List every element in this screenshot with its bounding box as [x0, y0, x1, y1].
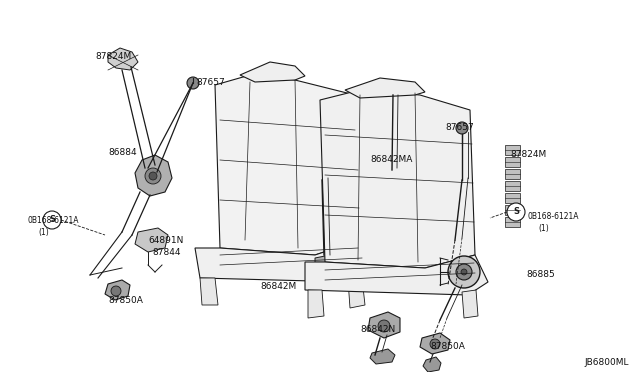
Circle shape: [43, 211, 61, 229]
Polygon shape: [315, 255, 338, 276]
Text: 87657: 87657: [445, 123, 474, 132]
Text: S: S: [49, 215, 55, 224]
Circle shape: [456, 122, 468, 134]
Polygon shape: [345, 78, 425, 98]
Circle shape: [456, 264, 472, 280]
Polygon shape: [215, 75, 360, 255]
Polygon shape: [308, 290, 324, 318]
Polygon shape: [505, 169, 520, 179]
Polygon shape: [108, 48, 138, 70]
Circle shape: [507, 203, 525, 221]
Polygon shape: [348, 278, 365, 308]
Text: 86885: 86885: [526, 270, 555, 279]
Text: 86842M: 86842M: [260, 282, 296, 291]
Text: 0B168-6121A: 0B168-6121A: [28, 216, 79, 225]
Polygon shape: [370, 349, 395, 364]
Text: JB6800ML: JB6800ML: [584, 358, 628, 367]
Polygon shape: [505, 145, 520, 155]
Polygon shape: [505, 217, 520, 227]
Polygon shape: [505, 157, 520, 167]
Polygon shape: [423, 357, 441, 372]
Circle shape: [187, 77, 199, 89]
Text: 87844: 87844: [152, 248, 180, 257]
Polygon shape: [368, 312, 400, 338]
Text: 87850A: 87850A: [108, 296, 143, 305]
Text: 87824M: 87824M: [510, 150, 547, 159]
Polygon shape: [240, 62, 305, 82]
Text: (1): (1): [38, 228, 49, 237]
Text: 0B168-6121A: 0B168-6121A: [528, 212, 579, 221]
Text: 87850A: 87850A: [430, 342, 465, 351]
Text: (1): (1): [538, 224, 548, 233]
Circle shape: [448, 256, 480, 288]
Text: 86842N: 86842N: [360, 325, 396, 334]
Polygon shape: [505, 205, 520, 215]
Circle shape: [430, 339, 440, 349]
Polygon shape: [320, 90, 475, 268]
Polygon shape: [105, 280, 130, 300]
Polygon shape: [505, 181, 520, 191]
Circle shape: [111, 286, 121, 296]
Text: 64891N: 64891N: [148, 236, 184, 245]
Polygon shape: [135, 155, 172, 196]
Polygon shape: [195, 240, 370, 282]
Circle shape: [149, 172, 157, 180]
Polygon shape: [462, 290, 478, 318]
Circle shape: [378, 320, 390, 332]
Polygon shape: [420, 333, 450, 354]
Text: 87657: 87657: [196, 78, 225, 87]
Polygon shape: [200, 278, 218, 305]
Text: 87824M: 87824M: [95, 52, 131, 61]
Text: 86842MA: 86842MA: [370, 155, 412, 164]
Polygon shape: [505, 193, 520, 203]
Circle shape: [461, 269, 467, 275]
Text: S: S: [513, 208, 519, 217]
Polygon shape: [305, 255, 488, 295]
Polygon shape: [135, 228, 168, 252]
Circle shape: [145, 168, 161, 184]
Text: 86884: 86884: [108, 148, 136, 157]
